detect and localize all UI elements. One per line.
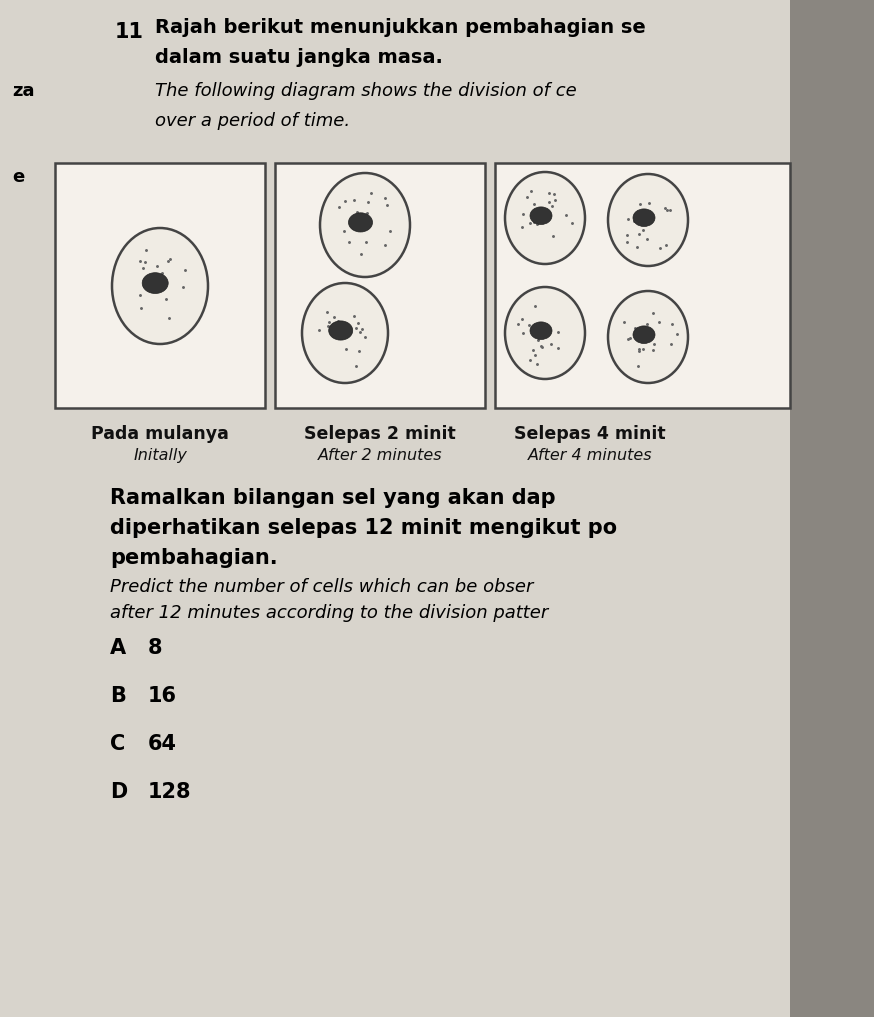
Ellipse shape bbox=[142, 273, 168, 294]
Ellipse shape bbox=[633, 208, 655, 227]
Text: pembahagian.: pembahagian. bbox=[110, 548, 278, 569]
Bar bbox=[275, 163, 485, 408]
Ellipse shape bbox=[530, 322, 552, 340]
Ellipse shape bbox=[329, 321, 353, 340]
Text: Predict the number of cells which can be obser: Predict the number of cells which can be… bbox=[110, 578, 533, 596]
Ellipse shape bbox=[608, 291, 688, 383]
Ellipse shape bbox=[302, 283, 388, 383]
Text: Ramalkan bilangan sel yang akan dap: Ramalkan bilangan sel yang akan dap bbox=[110, 488, 556, 508]
Text: The following diagram shows the division of ce: The following diagram shows the division… bbox=[155, 82, 577, 100]
Ellipse shape bbox=[530, 206, 552, 225]
Text: After 4 minutes: After 4 minutes bbox=[528, 448, 652, 463]
Bar bbox=[790, 0, 874, 1017]
Ellipse shape bbox=[320, 173, 410, 277]
Text: over a period of time.: over a period of time. bbox=[155, 112, 350, 130]
Text: 8: 8 bbox=[148, 638, 163, 658]
Bar bbox=[55, 163, 265, 408]
Text: 11: 11 bbox=[115, 22, 144, 42]
Text: Initally: Initally bbox=[133, 448, 187, 463]
Bar bbox=[495, 163, 790, 408]
Text: A: A bbox=[110, 638, 126, 658]
Text: C: C bbox=[110, 734, 125, 754]
Ellipse shape bbox=[112, 228, 208, 344]
Text: za: za bbox=[12, 82, 34, 100]
Text: D: D bbox=[110, 782, 128, 802]
Text: Selepas 4 minit: Selepas 4 minit bbox=[514, 425, 666, 443]
Ellipse shape bbox=[608, 174, 688, 266]
Text: After 2 minutes: After 2 minutes bbox=[317, 448, 442, 463]
Text: B: B bbox=[110, 686, 126, 706]
Text: after 12 minutes according to the division patter: after 12 minutes according to the divisi… bbox=[110, 604, 548, 622]
Ellipse shape bbox=[505, 287, 585, 379]
Text: Rajah berikut menunjukkan pembahagian se: Rajah berikut menunjukkan pembahagian se bbox=[155, 18, 646, 37]
Text: 64: 64 bbox=[148, 734, 177, 754]
Text: e: e bbox=[12, 168, 24, 186]
Text: Selepas 2 minit: Selepas 2 minit bbox=[304, 425, 456, 443]
Text: 16: 16 bbox=[148, 686, 177, 706]
Ellipse shape bbox=[349, 213, 372, 232]
Text: Pada mulanya: Pada mulanya bbox=[91, 425, 229, 443]
Text: diperhatikan selepas 12 minit mengikut po: diperhatikan selepas 12 minit mengikut p… bbox=[110, 518, 617, 538]
Text: 128: 128 bbox=[148, 782, 191, 802]
Ellipse shape bbox=[505, 172, 585, 264]
Text: dalam suatu jangka masa.: dalam suatu jangka masa. bbox=[155, 48, 443, 67]
Ellipse shape bbox=[633, 325, 655, 344]
